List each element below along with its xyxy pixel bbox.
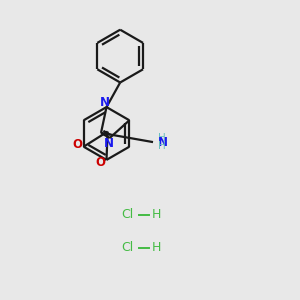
Text: O: O <box>95 156 105 169</box>
Text: O: O <box>72 137 82 151</box>
Text: Cl: Cl <box>122 208 134 221</box>
Text: N: N <box>100 95 110 109</box>
Text: N: N <box>158 136 168 148</box>
Text: H: H <box>152 208 161 221</box>
Text: Cl: Cl <box>122 241 134 254</box>
Text: H: H <box>158 133 166 143</box>
Text: H: H <box>152 241 161 254</box>
Text: H: H <box>158 141 166 151</box>
Text: N: N <box>103 137 113 151</box>
